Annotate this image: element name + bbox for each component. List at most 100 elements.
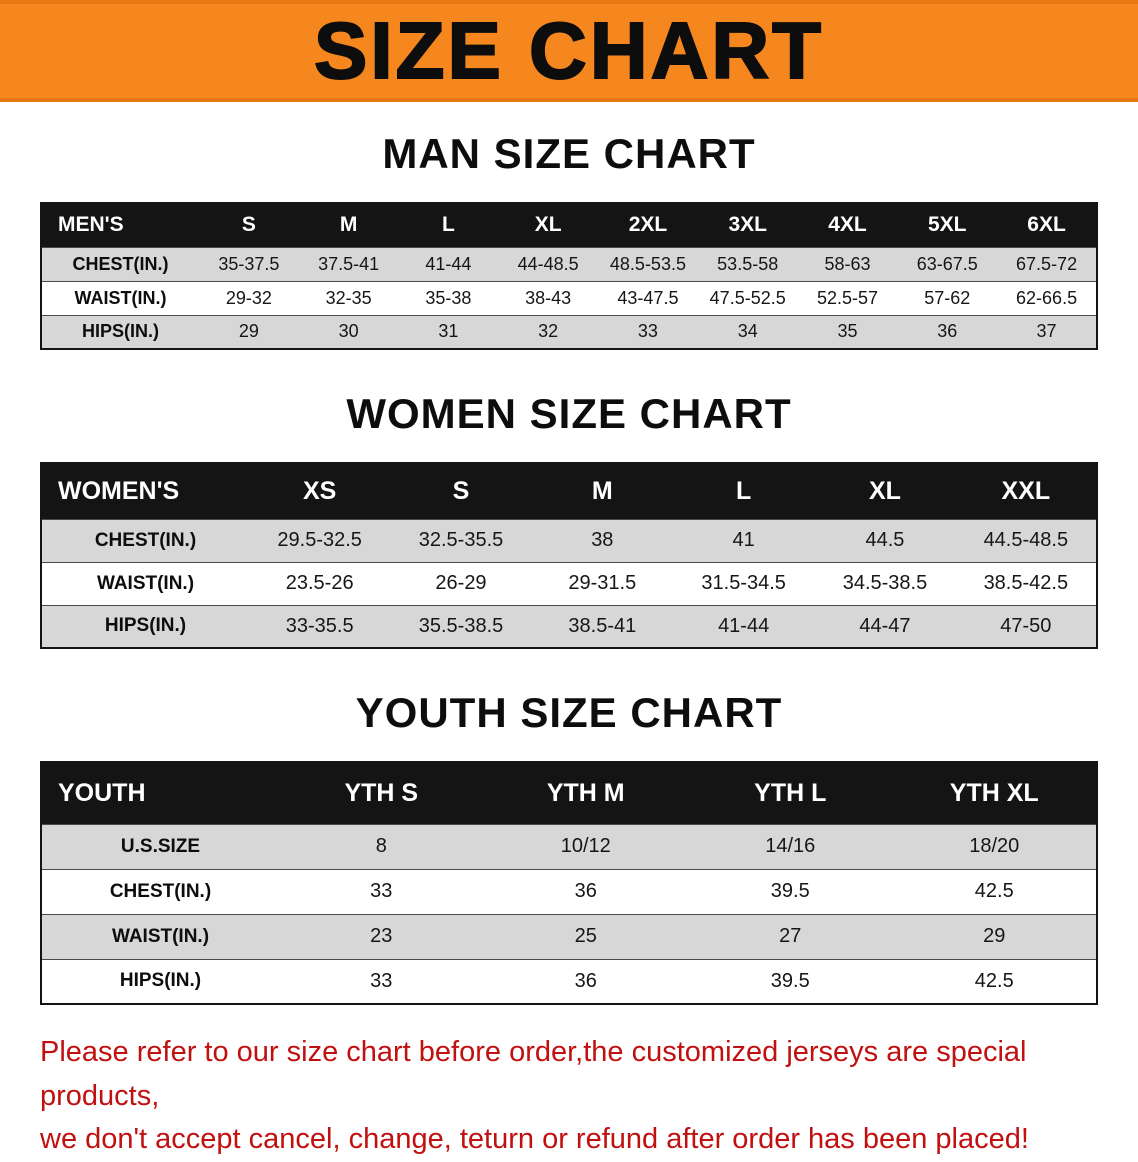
table-title-cell: WOMEN'S [41, 463, 249, 519]
row-label: U.S.SIZE [41, 823, 279, 869]
size-header-cell: YTH XL [892, 762, 1097, 824]
value-cell: 14/16 [688, 823, 893, 869]
measure-row: HIPS(IN.) 33 36 39.5 42.5 [41, 958, 1097, 1004]
size-header-cell: 2XL [598, 203, 698, 247]
value-cell: 62-66.5 [997, 280, 1097, 315]
value-cell: 36 [483, 958, 688, 1004]
size-header-cell: YTH L [688, 762, 893, 824]
value-cell: 35-37.5 [199, 246, 299, 281]
value-cell: 32-35 [298, 280, 399, 315]
size-header-cell: M [531, 463, 673, 519]
value-cell: 57-62 [897, 280, 998, 315]
value-cell: 48.5-53.5 [598, 246, 698, 281]
value-cell: 18/20 [892, 823, 1097, 869]
women-size-table: WOMEN'S XS S M L XL XXL CHEST(IN.) 29.5-32.5 32.5… [40, 462, 1098, 649]
value-cell: 39.5 [688, 958, 893, 1004]
value-cell: 33 [279, 868, 484, 914]
row-label: HIPS(IN.) [41, 314, 199, 349]
table-title-cell: YOUTH [41, 762, 279, 824]
value-cell: 39.5 [688, 868, 893, 914]
value-cell: 33 [279, 958, 484, 1004]
size-header-cell: YTH S [279, 762, 484, 824]
section-heading-men: MAN SIZE CHART [382, 130, 756, 177]
value-cell: 53.5-58 [697, 246, 798, 281]
value-cell: 23.5-26 [249, 561, 391, 605]
size-header-cell: 3XL [697, 203, 798, 247]
value-cell: 23 [279, 913, 484, 959]
table-title-cell: MEN'S [41, 203, 199, 247]
size-header-cell: L [398, 203, 499, 247]
value-cell: 29-31.5 [531, 561, 673, 605]
header-row: YOUTH YTH S YTH M YTH L YTH XL [41, 762, 1097, 824]
value-cell: 44-47 [814, 604, 956, 648]
value-cell: 30 [298, 314, 399, 349]
value-cell: 29.5-32.5 [249, 518, 391, 562]
size-header-cell: S [390, 463, 532, 519]
size-header-cell: XXL [955, 463, 1097, 519]
row-label: CHEST(IN.) [41, 868, 279, 914]
header-row: WOMEN'S XS S M L XL XXL [41, 463, 1097, 519]
measure-row: CHEST(IN.) 29.5-32.5 32.5-35.5 38 41 44.5 44.5… [41, 518, 1097, 562]
page-title: SIZE CHART [313, 6, 824, 95]
size-header-cell: XL [814, 463, 956, 519]
value-cell: 38.5-42.5 [955, 561, 1097, 605]
value-cell: 58-63 [797, 246, 898, 281]
value-cell: 10/12 [483, 823, 688, 869]
header-row: MEN'S S M L XL 2XL 3XL 4XL 5XL 6XL [41, 203, 1097, 247]
size-header-cell: XS [249, 463, 391, 519]
measure-row: CHEST(IN.) 33 36 39.5 42.5 [41, 868, 1097, 914]
value-cell: 31.5-34.5 [672, 561, 815, 605]
value-cell: 38-43 [498, 280, 599, 315]
value-cell: 63-67.5 [897, 246, 998, 281]
measure-row: U.S.SIZE 8 10/12 14/16 18/20 [41, 823, 1097, 869]
value-cell: 52.5-57 [797, 280, 898, 315]
value-cell: 42.5 [892, 958, 1097, 1004]
row-label: CHEST(IN.) [41, 246, 199, 281]
value-cell: 42.5 [892, 868, 1097, 914]
value-cell: 36 [483, 868, 688, 914]
value-cell: 29 [892, 913, 1097, 959]
value-cell: 38.5-41 [531, 604, 673, 648]
value-cell: 35 [797, 314, 898, 349]
measure-row: WAIST(IN.) 29-32 32-35 35-38 38-43 43-47.5 47.… [41, 280, 1097, 315]
size-header-cell: 5XL [897, 203, 998, 247]
value-cell: 67.5-72 [997, 246, 1097, 281]
value-cell: 27 [688, 913, 893, 959]
value-cell: 33 [598, 314, 698, 349]
sections-container: MAN SIZE CHART MEN'S S M L XL 2XL 3XL 4XL 5XL 6XL C… [0, 130, 1138, 1005]
row-label: HIPS(IN.) [41, 604, 249, 648]
size-header-cell: XL [498, 203, 599, 247]
row-label: HIPS(IN.) [41, 958, 279, 1004]
value-cell: 41-44 [672, 604, 815, 648]
disclaimer: Please refer to our size chart before or… [40, 1031, 1098, 1162]
value-cell: 44.5 [814, 518, 956, 562]
value-cell: 32.5-35.5 [390, 518, 532, 562]
value-cell: 44.5-48.5 [955, 518, 1097, 562]
row-label: WAIST(IN.) [41, 280, 199, 315]
value-cell: 8 [279, 823, 484, 869]
size-header-cell: YTH M [483, 762, 688, 824]
value-cell: 32 [498, 314, 599, 349]
row-label: WAIST(IN.) [41, 913, 279, 959]
value-cell: 47-50 [955, 604, 1097, 648]
size-header-cell: L [672, 463, 815, 519]
value-cell: 37.5-41 [298, 246, 399, 281]
youth-size-table: YOUTH YTH S YTH M YTH L YTH XL U.S.SIZE 8 10/12… [40, 761, 1098, 1005]
section-heading-youth: YOUTH SIZE CHART [355, 689, 783, 736]
size-header-cell: M [298, 203, 399, 247]
value-cell: 36 [897, 314, 998, 349]
disclaimer-line-2: we don't accept cancel, change, teturn o… [40, 1123, 1029, 1155]
value-cell: 41 [672, 518, 815, 562]
value-cell: 29-32 [199, 280, 299, 315]
value-cell: 29 [199, 314, 299, 349]
measure-row: WAIST(IN.) 23 25 27 29 [41, 913, 1097, 959]
value-cell: 44-48.5 [498, 246, 599, 281]
row-label: CHEST(IN.) [41, 518, 249, 562]
size-header-cell: 6XL [997, 203, 1097, 247]
measure-row: WAIST(IN.) 23.5-26 26-29 29-31.5 31.5-34.5 34… [41, 561, 1097, 605]
measure-row: CHEST(IN.) 35-37.5 37.5-41 41-44 44-48.5 48.5… [41, 246, 1097, 281]
banner: SIZE CHART [0, 0, 1138, 102]
size-header-cell: S [199, 203, 299, 247]
value-cell: 34 [697, 314, 798, 349]
